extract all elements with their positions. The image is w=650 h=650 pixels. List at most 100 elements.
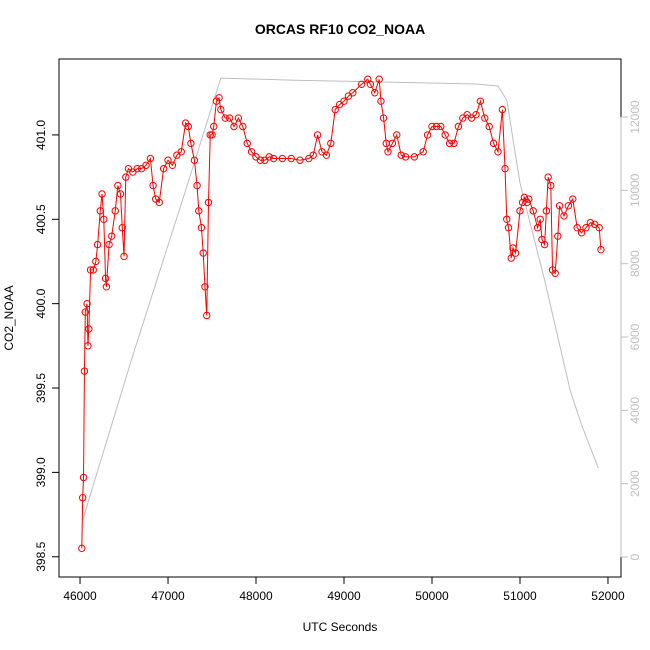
data-point [225, 114, 234, 122]
data-point [278, 154, 287, 163]
data-point [542, 207, 551, 215]
data-point [366, 80, 375, 89]
data-point [230, 122, 238, 131]
data-point [595, 224, 603, 232]
data-point [84, 342, 92, 350]
series-line [82, 77, 599, 521]
data-point [190, 156, 199, 164]
data-point [111, 207, 119, 215]
data-point [586, 218, 595, 227]
data-point [437, 122, 445, 131]
y-tick-label: 398.5 [34, 541, 48, 571]
data-point [108, 232, 116, 240]
data-point [89, 266, 97, 274]
y-tick-label: 399.0 [34, 457, 48, 487]
x-tick-label: 49000 [327, 589, 361, 603]
data-point [450, 139, 458, 148]
data-point [133, 164, 141, 173]
data-point [485, 122, 493, 131]
data-point [540, 240, 549, 249]
y-tick-label: 399.5 [34, 373, 48, 403]
data-point [564, 202, 573, 210]
y-tick-label: 401.0 [34, 120, 48, 150]
data-point [454, 122, 463, 131]
data-point [79, 473, 88, 482]
data-point [118, 224, 126, 232]
data-point [265, 153, 273, 161]
data-point [544, 173, 552, 181]
data-point [498, 105, 507, 114]
data-point [388, 139, 397, 148]
data-point [203, 311, 211, 320]
data-point [375, 75, 383, 83]
data-point [481, 114, 489, 122]
plot-box [58, 58, 622, 578]
data-point [195, 207, 203, 215]
data-point [98, 190, 106, 198]
data-point [472, 110, 480, 119]
y2-tick-label: 10000 [628, 173, 642, 207]
data-point [377, 97, 385, 105]
data-point [168, 161, 177, 169]
data-point [197, 224, 206, 232]
data-point [114, 181, 122, 190]
y-tick-label: 400.5 [34, 204, 48, 234]
data-point [529, 207, 537, 215]
y2-tick-label: 6000 [628, 323, 642, 350]
series-line [81, 78, 602, 549]
data-point [547, 181, 555, 190]
data-point [116, 190, 125, 198]
data-point [516, 207, 524, 215]
data-point [102, 283, 111, 291]
data-point [518, 198, 527, 207]
data-point [256, 156, 265, 164]
data-point [445, 139, 454, 148]
y2-tick-label: 4000 [628, 397, 642, 424]
data-point [419, 148, 427, 156]
data-point [86, 266, 95, 274]
y-axis-label: CO2_NOAA [2, 285, 16, 350]
data-point [199, 249, 207, 257]
data-point [582, 224, 590, 232]
data-point [193, 181, 201, 190]
y2-tick-label: 8000 [628, 250, 642, 277]
data-point [597, 245, 605, 254]
chart-title: ORCAS RF10 CO2_NOAA [255, 21, 425, 37]
data-point [401, 153, 410, 161]
data-point [554, 232, 562, 240]
data-point [247, 148, 256, 156]
data-point [187, 139, 195, 148]
x-tick-label: 47000 [151, 589, 185, 603]
data-point [159, 164, 168, 173]
x-tick-label: 46000 [63, 589, 97, 603]
y2-tick-label: 0 [628, 553, 642, 560]
data-point [100, 215, 108, 223]
data-point [155, 198, 163, 207]
data-point [81, 308, 90, 316]
data-point [397, 151, 405, 159]
x-tick-label: 50000 [415, 589, 449, 603]
data-point [101, 274, 110, 283]
data-point [92, 257, 100, 266]
x-tick-label: 52000 [591, 589, 625, 603]
data-point [184, 122, 192, 131]
data-point [85, 325, 93, 333]
data-point [120, 252, 128, 261]
x-axis-label: UTC Seconds [303, 620, 378, 634]
data-point [349, 89, 357, 97]
data-point [210, 122, 218, 131]
data-point [494, 148, 502, 156]
data-point [503, 215, 511, 223]
data-point [327, 139, 335, 148]
data-point [122, 173, 130, 181]
data-point [80, 367, 89, 375]
data-point [428, 122, 436, 131]
data-point [476, 97, 485, 105]
data-point [177, 148, 185, 156]
data-point [239, 122, 247, 131]
data-point [384, 148, 392, 156]
data-point [393, 131, 401, 139]
data-point [511, 249, 520, 257]
data-point [78, 544, 86, 553]
data-point [551, 269, 559, 277]
